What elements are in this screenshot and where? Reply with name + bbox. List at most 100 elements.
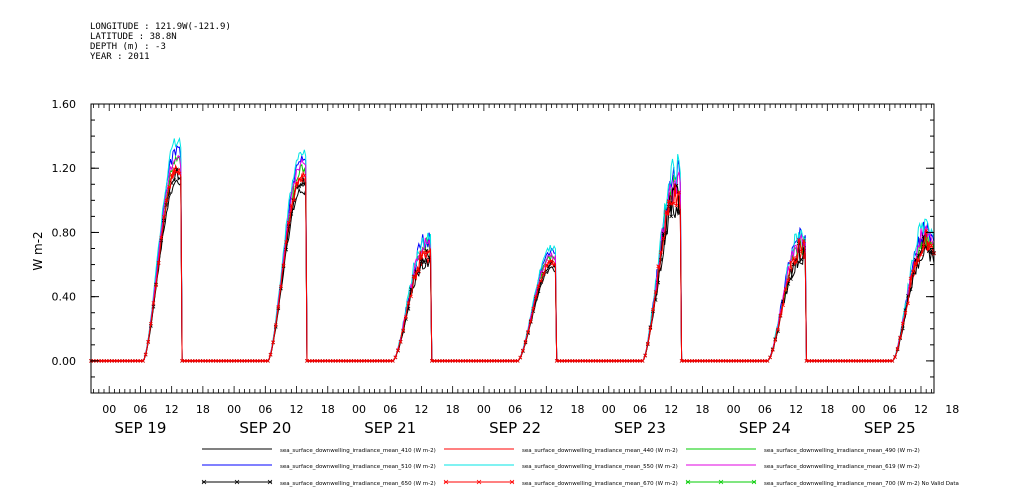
series-marker	[143, 352, 148, 357]
x-hour-label: 12	[539, 403, 553, 416]
y-tick-label: 1.20	[52, 162, 77, 175]
legend-marker	[201, 479, 207, 485]
chart-axes: 0.00 0.40 0.80 1.20 1.60 W m-2 00 06 12 18 00 06 12 1…	[31, 98, 959, 437]
series-marker	[172, 167, 177, 171]
series-marker	[174, 170, 179, 175]
x-hour-label: 18	[196, 403, 210, 416]
legend-marker	[685, 479, 691, 485]
legend-label: sea_surface_downwelling_irradiance_mean_…	[522, 464, 678, 470]
series-marker	[151, 301, 156, 305]
series-marker	[908, 276, 913, 281]
series-marker	[424, 250, 429, 255]
series-marker	[547, 264, 551, 269]
series-marker	[903, 310, 908, 315]
series-marker	[411, 274, 416, 279]
x-day-label: SEP 23	[614, 419, 666, 437]
series-marker	[796, 238, 801, 242]
plot-frame	[90, 103, 935, 394]
x-hour-label: 06	[383, 403, 397, 416]
series-marker	[536, 284, 541, 289]
legend-label: sea_surface_downwelling_irradiance_mean_…	[522, 448, 678, 454]
series-marker	[802, 239, 806, 243]
series-marker	[276, 304, 281, 309]
series-marker	[640, 359, 645, 363]
x-hour-label: 00	[727, 403, 741, 416]
x-hour-label: 18	[571, 403, 585, 416]
series-marker	[172, 178, 177, 183]
x-hour-label: 18	[820, 403, 834, 416]
series-marker	[539, 280, 544, 284]
series-marker	[926, 241, 931, 246]
series-marker	[547, 259, 551, 264]
series-marker	[422, 260, 426, 265]
series-marker	[916, 259, 921, 263]
series-line	[91, 144, 935, 362]
legend-marker	[509, 479, 515, 485]
series-marker	[281, 263, 286, 268]
x-hour-label: 00	[602, 403, 616, 416]
series-marker	[515, 359, 520, 363]
series-4	[91, 136, 935, 362]
series-marker	[518, 355, 523, 360]
series-marker	[156, 260, 161, 265]
legend-marker	[751, 479, 757, 485]
legend-marker	[267, 479, 273, 485]
legend-label: sea_surface_downwelling_irradiance_mean_…	[280, 464, 436, 470]
series-marker	[390, 359, 395, 363]
series-marker	[154, 283, 158, 288]
series-marker	[393, 355, 398, 360]
legend-label: sea_surface_downwelling_irradiance_mean_…	[764, 464, 920, 470]
x-hour-label: 12	[789, 403, 803, 416]
x-day-label: SEP 25	[864, 419, 916, 437]
series-marker	[664, 210, 668, 215]
legend-marker	[443, 479, 449, 485]
series-marker	[799, 257, 804, 262]
series-marker	[773, 338, 778, 342]
series-marker	[929, 243, 934, 248]
plot-lines	[89, 136, 936, 363]
legend: sea_surface_downwelling_irradiance_mean_…	[201, 448, 959, 487]
depth-label: DEPTH (m) : -3	[90, 42, 166, 52]
legend-label: sea_surface_downwelling_irradiance_mean_…	[764, 481, 959, 487]
series-marker	[653, 290, 658, 294]
x-day-label: SEP 20	[239, 419, 291, 437]
series-5	[91, 155, 935, 362]
series-marker	[167, 184, 171, 189]
x-hour-label: 00	[352, 403, 366, 416]
series-marker	[895, 346, 900, 351]
series-marker	[406, 301, 411, 306]
x-hour-label: 00	[852, 403, 866, 416]
x-hour-label: 00	[477, 403, 491, 416]
series-marker	[289, 203, 294, 208]
series-marker	[523, 339, 528, 344]
x-day-label: SEP 21	[364, 419, 416, 437]
series-marker	[661, 236, 666, 241]
legend-marker	[476, 479, 482, 485]
series-1	[91, 163, 935, 362]
series-marker	[266, 359, 270, 363]
series-marker	[403, 315, 408, 320]
series-marker	[552, 262, 557, 267]
legend-label: sea_surface_downwelling_irradiance_mean_…	[522, 481, 678, 487]
series-marker	[674, 203, 679, 208]
series-marker	[919, 252, 923, 257]
series-marker	[786, 278, 791, 283]
series-line	[91, 155, 935, 362]
series-line	[91, 154, 935, 362]
series-marker	[890, 359, 895, 363]
series-marker	[146, 339, 151, 344]
series-marker	[541, 272, 546, 277]
series-marker	[273, 323, 278, 327]
x-hour-label: 12	[664, 403, 678, 416]
series-marker	[409, 294, 413, 299]
series-marker	[916, 253, 921, 258]
series-marker	[396, 348, 400, 353]
series-marker	[297, 176, 302, 181]
x-hour-label: 12	[914, 403, 928, 416]
series-marker	[271, 340, 276, 345]
longitude-label: LONGITUDE : 121.9W(-121.9)	[90, 22, 231, 32]
series-marker	[893, 355, 897, 359]
series-marker	[177, 171, 182, 176]
series-marker	[164, 198, 169, 203]
